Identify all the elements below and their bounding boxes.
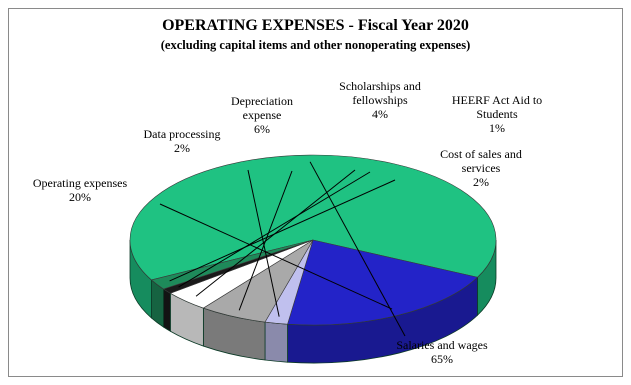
leader-line-6 — [169, 179, 396, 282]
leader-line-2 — [247, 169, 280, 317]
pie-slice-0 — [129, 154, 497, 281]
pie-side-2 — [264, 321, 288, 363]
pie-side-5 — [163, 288, 171, 332]
slice-label-6: Cost of sales and services 2% — [440, 147, 522, 189]
slice-label-0: Salaries and wages 65% — [396, 338, 488, 366]
slice-labels: Salaries and wages 65% Operating expenses 2… — [33, 79, 542, 366]
leader-line-1 — [159, 203, 393, 310]
pie-slice-6 — [150, 239, 314, 290]
leader-line-0 — [309, 161, 406, 337]
leader-line-5 — [178, 171, 371, 288]
leader-lines — [159, 161, 406, 337]
chart-subtitle: (excluding capital items and other nonop… — [160, 38, 471, 52]
slice-label-4: Scholarships and fellowships 4% — [339, 79, 421, 121]
slice-label-1: Operating expenses 20% — [33, 176, 128, 204]
pie-slice-1 — [287, 239, 479, 326]
pie-tops — [129, 154, 497, 326]
slice-label-3: Depreciation expense 6% — [231, 94, 293, 136]
chart-title: OPERATING EXPENSES - Fiscal Year 2020 — [162, 17, 469, 34]
slice-label-5: HEERF Act Aid to Students 1% — [452, 93, 542, 135]
slice-label-2: Data processing 2% — [144, 127, 221, 155]
